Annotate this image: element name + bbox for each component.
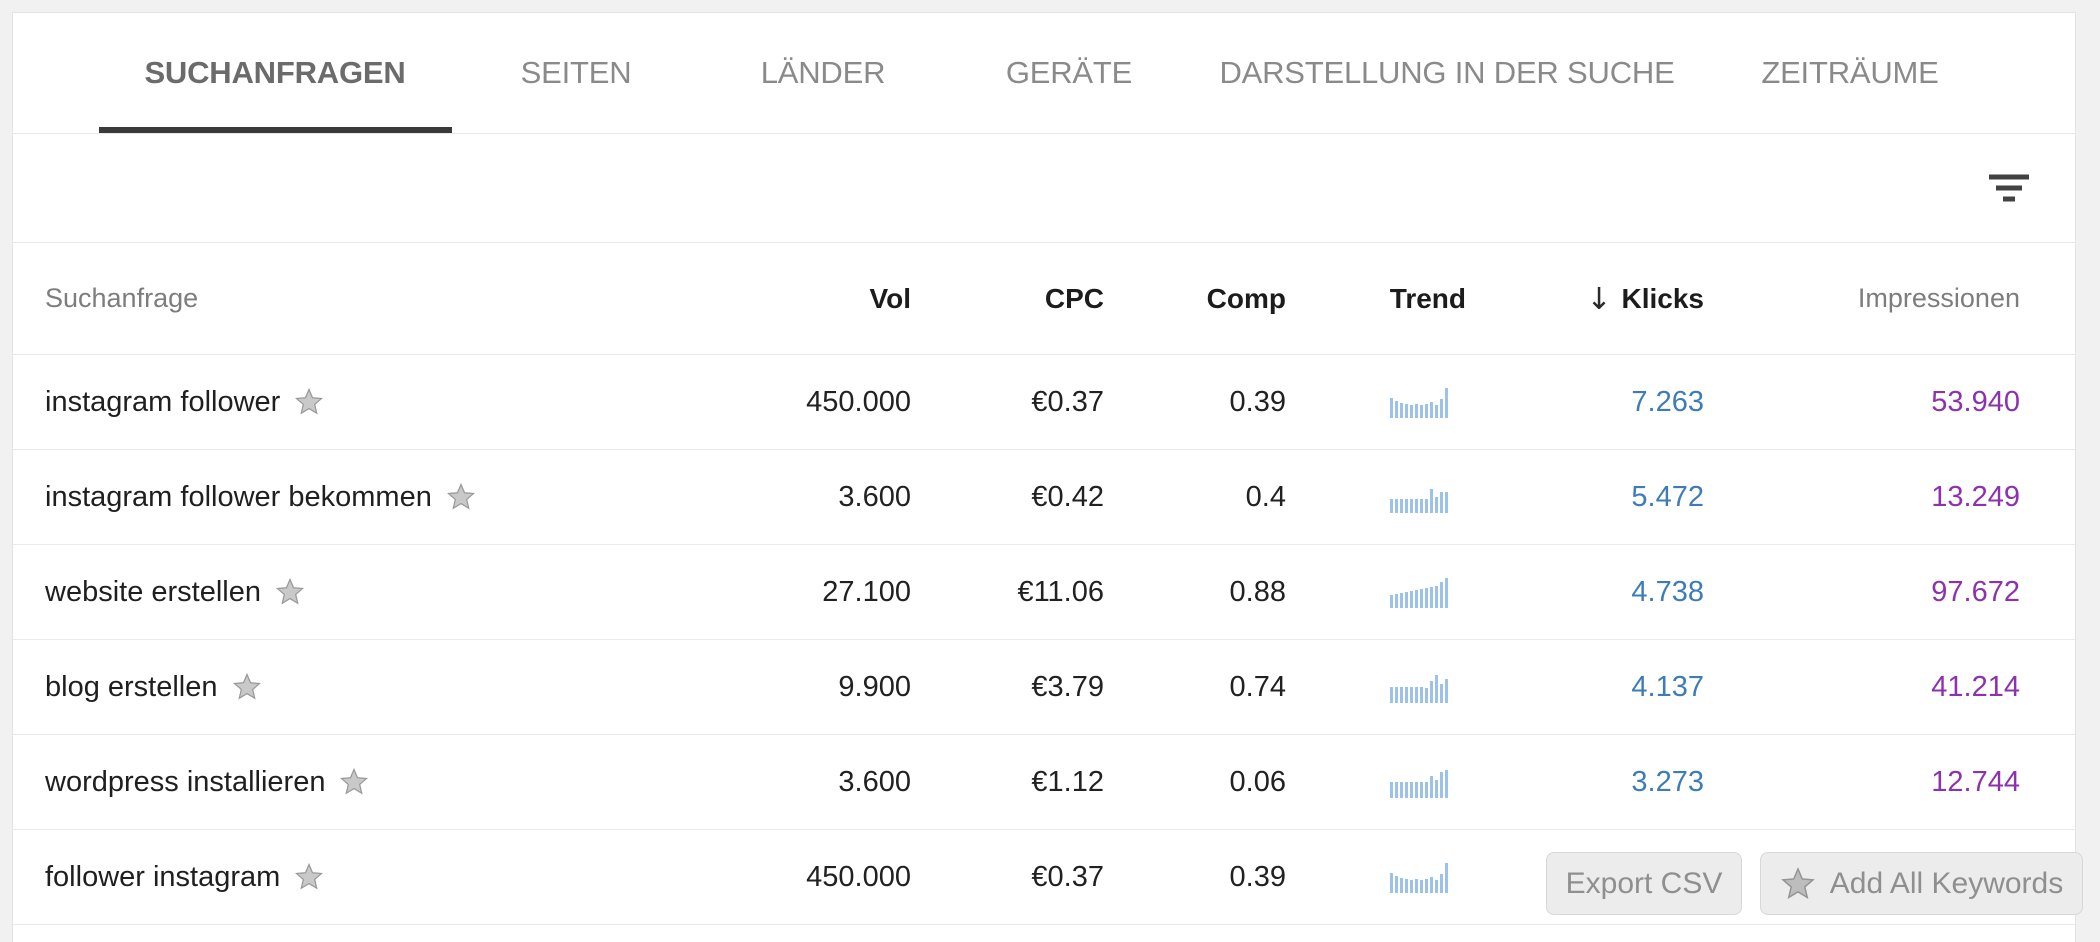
cell-cpc: €1.12 <box>1031 765 1104 798</box>
trend-mini-bar-chart <box>1390 766 1448 798</box>
table-row: follower instagram 450.000 €0.37 0.39 <box>13 830 2075 925</box>
cell-comp: 0.74 <box>1229 670 1286 703</box>
cell-vol: 9.900 <box>838 670 911 703</box>
tab-laender[interactable]: LÄNDER <box>760 55 886 90</box>
active-tab-underline <box>99 127 452 133</box>
search-analytics-card: SUCHANFRAGEN SEITEN LÄNDER GERÄTE DARSTE… <box>12 12 2076 942</box>
sort-descending-icon: ↓ <box>1586 282 1612 317</box>
cell-cpc: €3.79 <box>1031 670 1104 703</box>
star-icon <box>1780 866 1815 899</box>
table-row: website erstellen 27.100 €11.06 0.88 4.7… <box>13 545 2075 640</box>
cell-impressionen: 12.744 <box>1931 765 2020 798</box>
keyword-star-icon[interactable] <box>446 482 476 512</box>
filter-row <box>13 134 2075 243</box>
cell-cpc: €0.37 <box>1031 385 1104 418</box>
header-comp: Comp <box>1206 282 1286 314</box>
table-row: instagram follower bekommen 3.600 €0.42 … <box>13 450 2075 545</box>
table-row: instagram follower 450.000 €0.37 0.39 7.… <box>13 355 2075 450</box>
tab-darstellung-in-der-suche[interactable]: DARSTELLUNG IN DER SUCHE <box>1219 55 1675 90</box>
cell-impressionen: 97.672 <box>1931 575 2020 608</box>
cell-impressionen: 53.940 <box>1931 385 2020 418</box>
trend-mini-bar-chart <box>1390 386 1448 418</box>
keyword-star-icon[interactable] <box>294 862 324 892</box>
keyword-query[interactable]: website erstellen <box>45 575 261 608</box>
header-impressionen[interactable]: Impressionen <box>1857 283 2020 313</box>
keyword-star-icon[interactable] <box>275 577 305 607</box>
header-trend-label: Trend <box>1389 282 1466 314</box>
cell-impressionen: 13.249 <box>1931 480 2020 513</box>
tab-zeitraeume[interactable]: ZEITRÄUME <box>1761 55 1939 90</box>
filter-list-icon[interactable] <box>1989 169 2029 208</box>
header-klicks[interactable]: ↓ Klicks <box>1476 281 1705 317</box>
table-row: blog erstellen 9.900 €3.79 0.74 4.137 41… <box>13 640 2075 735</box>
cell-klicks: 4.738 <box>1631 575 1704 608</box>
keyword-query[interactable]: wordpress installieren <box>45 765 326 798</box>
header-suchanfrage: Suchanfrage <box>13 283 571 314</box>
keyword-query[interactable]: instagram follower bekommen <box>45 480 432 513</box>
keyword-query[interactable]: instagram follower <box>45 385 281 418</box>
cell-vol: 450.000 <box>806 860 911 893</box>
trend-mini-bar-chart <box>1390 861 1448 893</box>
cell-comp: 0.39 <box>1229 385 1286 418</box>
cell-klicks: 5.472 <box>1631 480 1704 513</box>
header-vol: Vol <box>869 282 911 314</box>
cell-vol: 3.600 <box>838 765 911 798</box>
keyword-star-icon[interactable] <box>232 672 262 702</box>
cell-klicks: 3.273 <box>1631 765 1704 798</box>
header-suchanfrage-label: Suchanfrage <box>45 283 199 313</box>
cell-vol: 450.000 <box>806 385 911 418</box>
trend-mini-bar-chart <box>1390 671 1448 703</box>
cell-comp: 0.88 <box>1229 575 1286 608</box>
add-all-keywords-button[interactable]: Add All Keywords <box>1760 852 2083 915</box>
cell-comp: 0.39 <box>1229 860 1286 893</box>
cell-cpc: €0.37 <box>1031 860 1104 893</box>
cell-klicks: 7.263 <box>1631 385 1704 418</box>
tab-suchanfragen[interactable]: SUCHANFRAGEN <box>144 55 406 90</box>
export-csv-button[interactable]: Export CSV <box>1546 852 1742 915</box>
header-trend: Trend <box>1286 283 1476 315</box>
export-csv-label: Export CSV <box>1565 866 1723 900</box>
keyword-query[interactable]: blog erstellen <box>45 670 218 703</box>
cell-vol: 27.100 <box>822 575 911 608</box>
cell-cpc: €11.06 <box>1017 575 1104 608</box>
trend-mini-bar-chart <box>1390 481 1448 513</box>
cell-comp: 0.4 <box>1245 480 1286 513</box>
trend-mini-bar-chart <box>1390 576 1448 608</box>
table-row: wordpress installieren 3.600 €1.12 0.06 … <box>13 735 2075 830</box>
keyword-star-icon[interactable] <box>339 767 369 797</box>
table-header-row: Suchanfrage Vol CPC Comp Trend ↓ Klicks … <box>13 243 2075 355</box>
tab-seiten[interactable]: SEITEN <box>520 55 632 90</box>
tab-bar: SUCHANFRAGEN SEITEN LÄNDER GERÄTE DARSTE… <box>13 13 2075 134</box>
tab-geraete[interactable]: GERÄTE <box>1005 55 1133 90</box>
cell-vol: 3.600 <box>838 480 911 513</box>
cell-impressionen: 41.214 <box>1931 670 2020 703</box>
cell-comp: 0.06 <box>1229 765 1286 798</box>
keyword-star-icon[interactable] <box>294 387 324 417</box>
add-all-keywords-label: Add All Keywords <box>1829 866 2064 900</box>
cell-cpc: €0.42 <box>1031 480 1104 513</box>
header-klicks-label: Klicks <box>1621 282 1705 314</box>
keyword-query[interactable]: follower instagram <box>45 860 281 893</box>
header-cpc: CPC <box>1044 282 1104 314</box>
cell-klicks: 4.137 <box>1631 670 1704 703</box>
